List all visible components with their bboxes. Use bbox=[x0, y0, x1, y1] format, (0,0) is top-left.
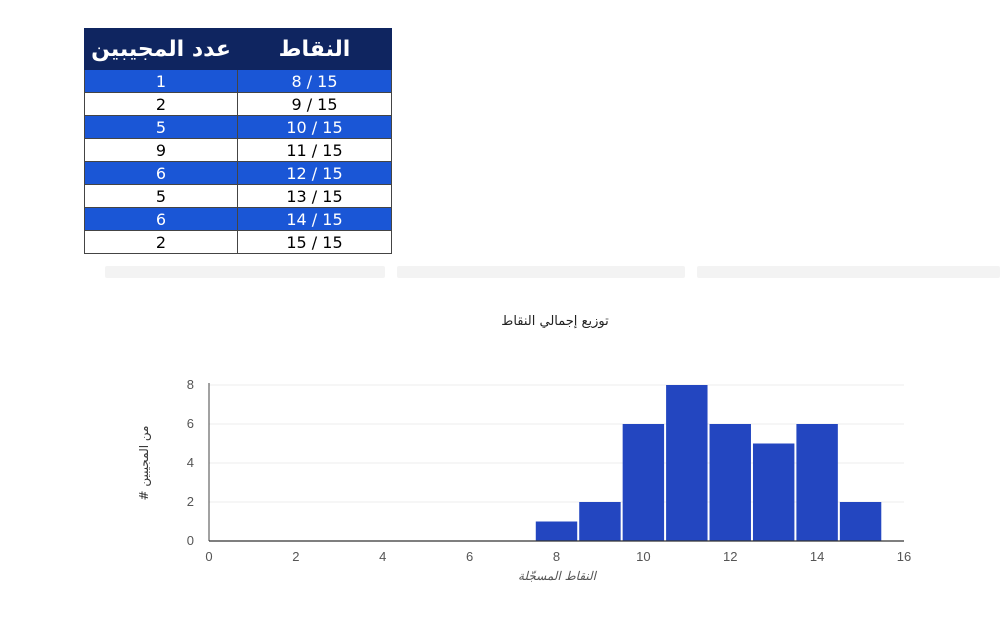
respondents-column-header: عدد المجيبين bbox=[84, 28, 238, 70]
divider bbox=[397, 266, 685, 278]
score-distribution-table: عدد المجيبين النقاط 1 8 / 15 2 9 / 15 5 … bbox=[84, 28, 392, 254]
score-cell: 13 / 15 bbox=[237, 184, 392, 208]
histogram-bar bbox=[709, 424, 751, 541]
table-row: 5 13 / 15 bbox=[84, 184, 392, 208]
y-tick-label: 4 bbox=[187, 455, 194, 470]
x-tick-label: 0 bbox=[205, 549, 212, 564]
y-tick-label: 8 bbox=[187, 377, 194, 392]
table-row: 1 8 / 15 bbox=[84, 69, 392, 93]
x-tick-label: 6 bbox=[466, 549, 473, 564]
divider bbox=[697, 266, 1000, 278]
histogram-bar bbox=[839, 502, 882, 541]
score-cell: 15 / 15 bbox=[237, 230, 392, 254]
histogram-bar bbox=[579, 502, 621, 541]
divider bbox=[105, 266, 385, 278]
x-tick-label: 10 bbox=[636, 549, 650, 564]
respondents-cell: 2 bbox=[84, 230, 238, 254]
score-cell: 12 / 15 bbox=[237, 161, 392, 185]
table-row: 5 10 / 15 bbox=[84, 115, 392, 139]
respondents-cell: 5 bbox=[84, 115, 238, 139]
respondents-cell: 2 bbox=[84, 92, 238, 116]
x-tick-label: 14 bbox=[810, 549, 824, 564]
x-tick-label: 2 bbox=[292, 549, 299, 564]
x-tick-label: 8 bbox=[553, 549, 560, 564]
histogram-bar bbox=[666, 385, 708, 541]
x-tick-label: 4 bbox=[379, 549, 386, 564]
y-axis-title: # من المجيبين bbox=[137, 426, 152, 501]
score-cell: 10 / 15 bbox=[237, 115, 392, 139]
x-tick-label: 12 bbox=[723, 549, 737, 564]
respondents-cell: 6 bbox=[84, 207, 238, 231]
histogram-bar bbox=[796, 424, 838, 541]
histogram-bar bbox=[535, 521, 578, 541]
table-row: 2 15 / 15 bbox=[84, 230, 392, 254]
chart-title: توزيع إجمالي النقاط bbox=[501, 314, 609, 329]
table-row: 2 9 / 15 bbox=[84, 92, 392, 116]
score-cell: 8 / 15 bbox=[237, 69, 392, 93]
y-tick-label: 2 bbox=[187, 494, 194, 509]
histogram-bar bbox=[752, 443, 795, 541]
x-axis-title: النقاط المسجّلة bbox=[518, 569, 598, 583]
x-tick-label: 16 bbox=[897, 549, 911, 564]
y-tick-label: 6 bbox=[187, 416, 194, 431]
table-header-row: عدد المجيبين النقاط bbox=[84, 28, 392, 70]
score-column-header: النقاط bbox=[237, 28, 392, 70]
histogram-bar bbox=[622, 424, 665, 541]
table-row: 6 14 / 15 bbox=[84, 207, 392, 231]
score-cell: 14 / 15 bbox=[237, 207, 392, 231]
y-tick-label: 0 bbox=[187, 533, 194, 548]
score-cell: 9 / 15 bbox=[237, 92, 392, 116]
